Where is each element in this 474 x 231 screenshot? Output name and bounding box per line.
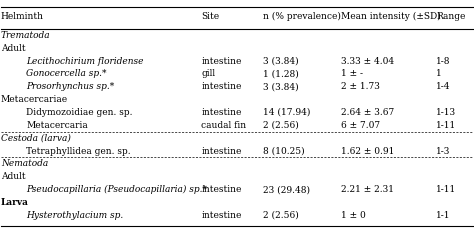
Text: 8 (10.25): 8 (10.25) xyxy=(263,146,305,155)
Text: 6 ± 7.07: 6 ± 7.07 xyxy=(341,121,381,130)
Text: Adult: Adult xyxy=(1,44,26,53)
Text: 1 ± 0: 1 ± 0 xyxy=(341,211,366,220)
Text: Larva: Larva xyxy=(1,198,29,207)
Text: intestine: intestine xyxy=(201,82,242,91)
Text: 1-3: 1-3 xyxy=(436,146,450,155)
Text: Metacercaria: Metacercaria xyxy=(26,121,88,130)
Text: intestine: intestine xyxy=(201,185,242,194)
Text: Nematoda: Nematoda xyxy=(1,159,48,168)
Text: Lecithochirium floridense: Lecithochirium floridense xyxy=(26,57,144,66)
Text: 2.64 ± 3.67: 2.64 ± 3.67 xyxy=(341,108,394,117)
Text: intestine: intestine xyxy=(201,108,242,117)
Text: 1-13: 1-13 xyxy=(436,108,456,117)
Text: Helminth: Helminth xyxy=(1,12,44,21)
Text: gill: gill xyxy=(201,69,216,78)
Text: 1 ± -: 1 ± - xyxy=(341,69,363,78)
Text: 3 (3.84): 3 (3.84) xyxy=(263,82,299,91)
Text: 23 (29.48): 23 (29.48) xyxy=(263,185,310,194)
Text: 1.62 ± 0.91: 1.62 ± 0.91 xyxy=(341,146,395,155)
Text: Pseudocapillaria (Pseudocapillaria) sp.*: Pseudocapillaria (Pseudocapillaria) sp.* xyxy=(26,185,207,194)
Text: 2 ± 1.73: 2 ± 1.73 xyxy=(341,82,380,91)
Text: Range: Range xyxy=(436,12,465,21)
Text: 1: 1 xyxy=(436,69,442,78)
Text: intestine: intestine xyxy=(201,211,242,220)
Text: Adult: Adult xyxy=(1,172,26,181)
Text: Trematoda: Trematoda xyxy=(1,31,51,40)
Text: 1-1: 1-1 xyxy=(436,211,451,220)
Text: 1-8: 1-8 xyxy=(436,57,451,66)
Text: Cestoda (larva): Cestoda (larva) xyxy=(1,134,71,143)
Text: Mean intensity (±SD): Mean intensity (±SD) xyxy=(341,12,441,21)
Text: 1-11: 1-11 xyxy=(436,121,456,130)
Text: intestine: intestine xyxy=(201,57,242,66)
Text: 2 (2.56): 2 (2.56) xyxy=(263,211,299,220)
Text: 3 (3.84): 3 (3.84) xyxy=(263,57,299,66)
Text: 1 (1.28): 1 (1.28) xyxy=(263,69,299,78)
Text: Prosorhynchus sp.*: Prosorhynchus sp.* xyxy=(26,82,114,91)
Text: Metacercariae: Metacercariae xyxy=(1,95,68,104)
Text: Didymozoidiae gen. sp.: Didymozoidiae gen. sp. xyxy=(26,108,133,117)
Text: 3.33 ± 4.04: 3.33 ± 4.04 xyxy=(341,57,394,66)
Text: Gonocercella sp.*: Gonocercella sp.* xyxy=(26,69,107,78)
Text: 1-11: 1-11 xyxy=(436,185,456,194)
Text: intestine: intestine xyxy=(201,146,242,155)
Text: caudal fin: caudal fin xyxy=(201,121,246,130)
Text: Site: Site xyxy=(201,12,219,21)
Text: n (% prevalence): n (% prevalence) xyxy=(263,12,341,21)
Text: Hysterothylacium sp.: Hysterothylacium sp. xyxy=(26,211,123,220)
Text: 2 (2.56): 2 (2.56) xyxy=(263,121,299,130)
Text: Tetraphyllidea gen. sp.: Tetraphyllidea gen. sp. xyxy=(26,146,131,155)
Text: 14 (17.94): 14 (17.94) xyxy=(263,108,310,117)
Text: 2.21 ± 2.31: 2.21 ± 2.31 xyxy=(341,185,394,194)
Text: 1-4: 1-4 xyxy=(436,82,451,91)
